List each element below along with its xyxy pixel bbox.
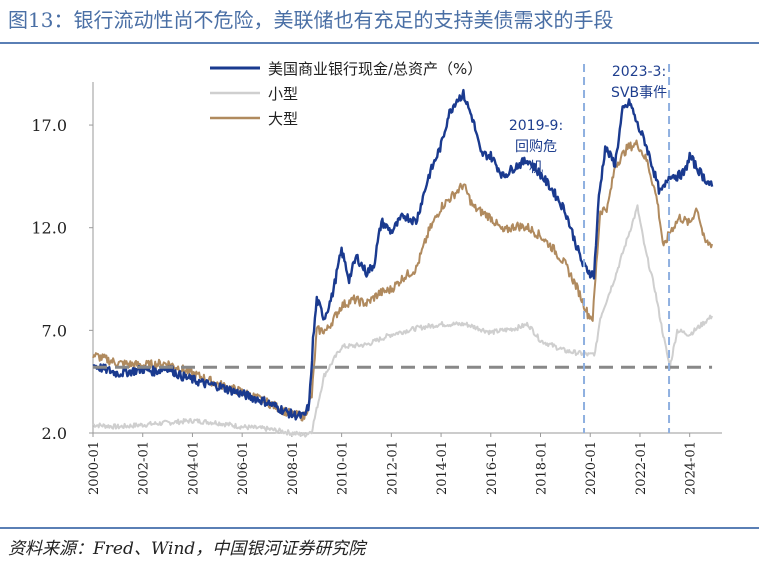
footer-divider <box>0 527 759 529</box>
x-tick-label: 2018-01 <box>535 441 550 495</box>
x-tick-label: 2006-01 <box>236 441 251 495</box>
chart-series <box>92 88 714 438</box>
legend-label: 大型 <box>268 110 298 128</box>
x-tick-label: 2000-01 <box>87 441 102 495</box>
series-line-small <box>92 204 714 438</box>
line-chart: 2.0 7.0 12.0 17.0 2000-01 2002-01 2004-01 2006-… <box>31 60 722 495</box>
x-tick-label: 2002-01 <box>137 441 152 495</box>
series-line-large <box>92 139 714 422</box>
x-tick-label: 2008-01 <box>286 441 301 495</box>
chart-title: 图13：银行流动性尚不危险，美联储也有充足的支持美债需求的手段 <box>8 8 614 32</box>
source-note: 资料来源：Fred、Wind，中国银河证券研究院 <box>8 539 366 559</box>
event-annotation-text: 2019-9: <box>509 118 563 134</box>
x-tick-label: 2020-01 <box>584 441 599 495</box>
event-annotation-text: 机 <box>529 160 543 176</box>
event-annotation-text: SVB事件 <box>611 85 667 101</box>
x-tick-label: 2024-01 <box>684 441 699 495</box>
title-divider <box>0 42 759 44</box>
x-tick-label: 2016-01 <box>485 441 500 495</box>
event-annotation-text: 2023-3: <box>612 64 666 80</box>
y-tick-label: 2.0 <box>42 424 67 443</box>
legend-label: 小型 <box>268 85 298 103</box>
chart-axes: 2.0 7.0 12.0 17.0 2000-01 2002-01 2004-01 2006-… <box>31 82 722 495</box>
y-tick-label: 17.0 <box>31 116 67 135</box>
legend-label: 美国商业银行现金/总资产（%） <box>268 60 482 78</box>
x-tick-label: 2004-01 <box>186 441 201 495</box>
x-tick-label: 2014-01 <box>435 441 450 495</box>
series-line-total <box>92 88 714 421</box>
x-tick-label: 2022-01 <box>634 441 649 495</box>
y-tick-label: 7.0 <box>42 321 67 340</box>
x-tick-label: 2012-01 <box>385 441 400 495</box>
x-tick-label: 2010-01 <box>336 441 351 495</box>
y-tick-label: 12.0 <box>31 219 67 238</box>
event-annotation-text: 回购危 <box>515 139 557 155</box>
